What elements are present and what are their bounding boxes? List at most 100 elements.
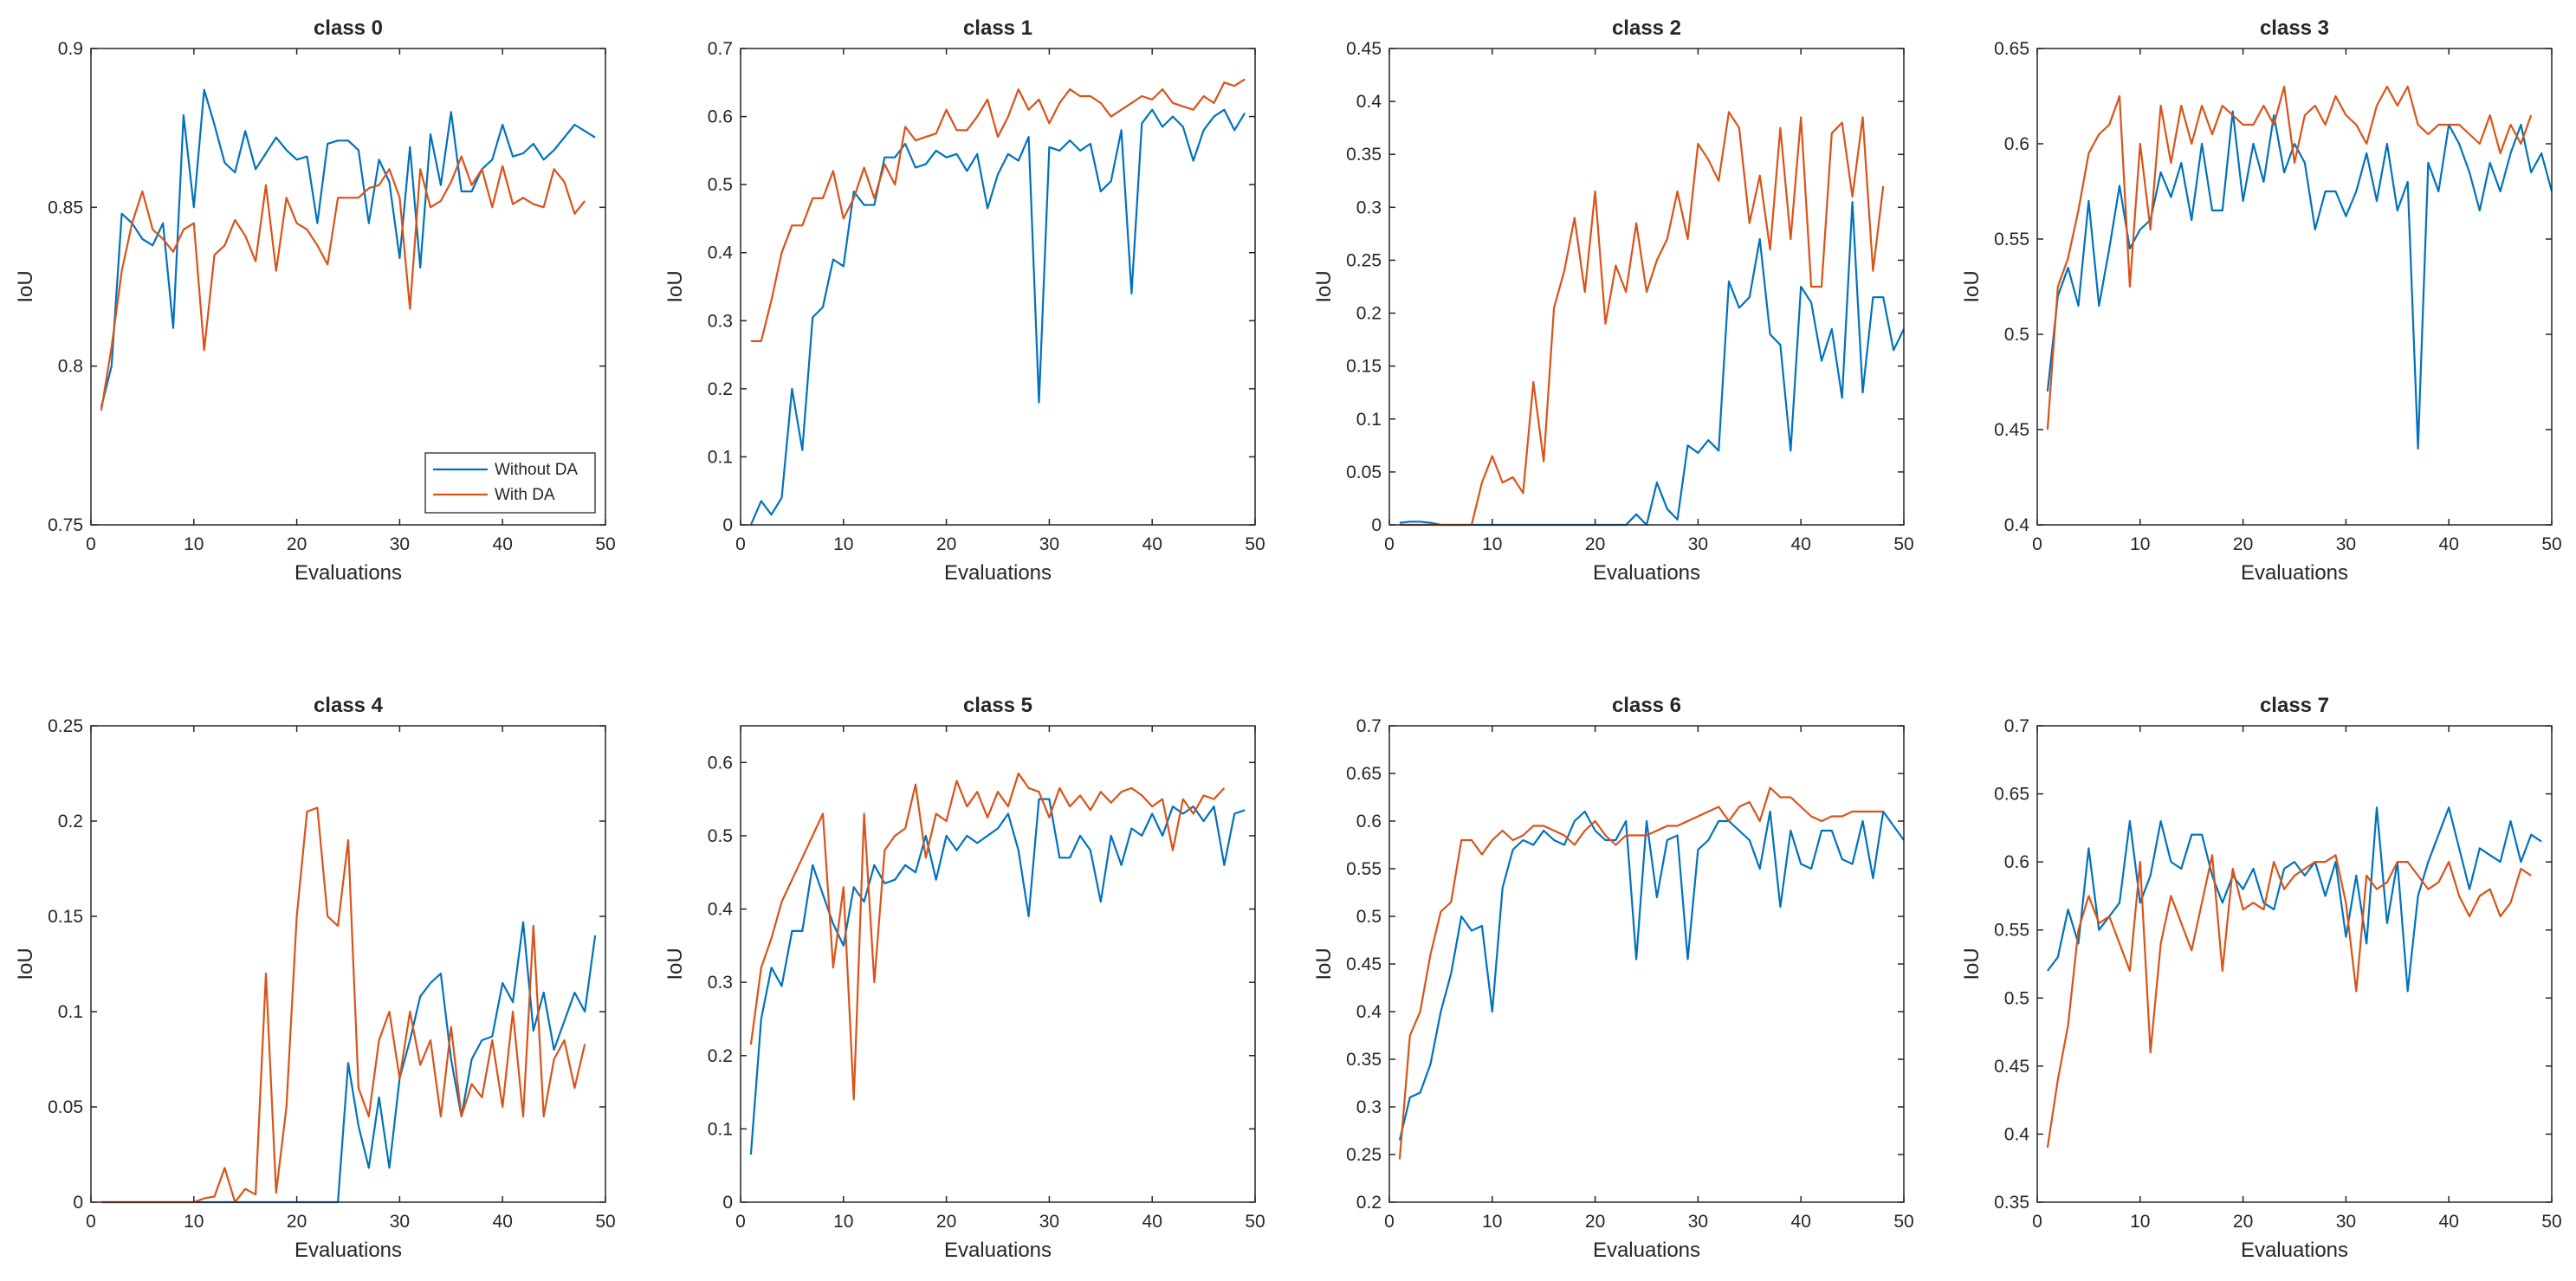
x-axis-label: Evaluations (2241, 1239, 2348, 1262)
series-line-with-da (2046, 854, 2532, 1148)
x-tick-label: 40 (1791, 534, 1811, 554)
y-tick-label: 0.25 (1346, 1145, 1382, 1165)
y-axis-label: IoU (14, 270, 37, 302)
y-axis-label: IoU (1312, 270, 1336, 302)
plot-area (741, 49, 1255, 525)
legend-entry: Without DA (495, 461, 578, 479)
x-tick-label: 50 (1893, 1212, 1913, 1232)
series-line-without-da (2047, 806, 2542, 993)
x-tick-label: 20 (936, 534, 956, 554)
y-tick-label: 0.3 (708, 973, 733, 993)
y-tick-label: 0 (722, 515, 733, 535)
chart-panel-class-4: 0 10 20 30 40 50 0 0.05 0.1 0.15 0.2 0.25 class 4 Eva… (14, 694, 616, 1262)
y-tick-label: 0.15 (1346, 357, 1382, 377)
x-tick-label: 0 (2032, 1212, 2042, 1232)
y-tick-label: 0.1 (58, 1002, 83, 1022)
y-tick-label: 0.4 (2004, 515, 2030, 535)
y-tick-label: 0.1 (708, 447, 733, 467)
legend-box (424, 452, 596, 514)
x-tick-label: 50 (1245, 1212, 1265, 1232)
x-axis-label: Evaluations (294, 1239, 402, 1262)
y-tick-label: 0.05 (48, 1097, 83, 1117)
plot-area (91, 49, 605, 525)
chart-title: class 7 (2260, 694, 2329, 717)
y-tick-label: 0.2 (58, 812, 83, 831)
series-line-with-da (1399, 111, 1885, 527)
series-line-without-da (2046, 110, 2553, 450)
plot-area (91, 726, 605, 1202)
chart-title: class 4 (314, 694, 384, 717)
y-tick-label: 0.6 (2004, 852, 2029, 872)
y-tick-label: 0.25 (1346, 250, 1382, 270)
axes-box (740, 725, 1256, 1203)
y-tick-label: 0.2 (1356, 304, 1382, 324)
x-tick-label: 30 (2336, 1212, 2356, 1232)
legend: Without DA With DA (424, 452, 596, 514)
x-tick-label: 40 (493, 534, 513, 554)
x-axis-label: Evaluations (1593, 561, 1700, 585)
series-line-with-da (750, 78, 1246, 342)
plot-area (2037, 726, 2552, 1202)
axes-box (2036, 48, 2553, 526)
chart-panel-class-3: 0 10 20 30 40 50 0.4 0.45 0.5 0.55 0.6 0.65 class 3 E… (1960, 16, 2562, 585)
x-tick-label: 10 (2130, 534, 2150, 554)
y-tick-label: 0.65 (1346, 764, 1382, 784)
x-tick-label: 10 (833, 1212, 853, 1232)
x-tick-label: 0 (735, 534, 746, 554)
y-tick-label: 0.45 (1994, 420, 2029, 440)
y-tick-label: 0.25 (48, 716, 83, 736)
y-tick-label: 0.35 (1994, 1193, 2029, 1213)
y-tick-label: 0.4 (2004, 1124, 2030, 1144)
x-axis-label: Evaluations (1593, 1239, 1700, 1262)
axes-box (90, 725, 606, 1203)
x-axis-label: Evaluations (2241, 561, 2348, 585)
plot-area (2037, 49, 2552, 525)
series-line-with-da (749, 772, 1226, 1101)
x-tick-label: 20 (1585, 534, 1605, 554)
x-tick-label: 40 (1142, 1212, 1162, 1232)
x-tick-label: 40 (1142, 534, 1162, 554)
y-tick-label: 0.35 (1346, 1050, 1382, 1070)
y-tick-label: 0.4 (708, 243, 734, 263)
x-tick-label: 50 (2541, 534, 2561, 554)
y-tick-label: 0.2 (708, 379, 733, 399)
series-line-without-da (749, 798, 1246, 1155)
y-tick-label: 0.5 (1356, 907, 1382, 927)
y-tick-label: 0.1 (1356, 410, 1382, 430)
x-tick-label: 0 (1384, 534, 1395, 554)
x-tick-label: 40 (2439, 1212, 2459, 1232)
x-tick-label: 10 (184, 534, 204, 554)
legend-entry: With DA (495, 486, 555, 504)
x-tick-label: 30 (1688, 534, 1708, 554)
y-tick-label: 0.55 (1994, 921, 2029, 941)
x-tick-label: 10 (833, 534, 853, 554)
chart-panel-class-5: 0 10 20 30 40 50 0 0.1 0.2 0.3 0.4 0.5 0.6 class 5 Eva… (663, 694, 1265, 1262)
chart-title: class 1 (963, 16, 1032, 40)
x-tick-label: 30 (390, 1212, 410, 1232)
x-axis-label: Evaluations (944, 561, 1052, 585)
series-line-with-da (100, 155, 586, 411)
y-tick-label: 0.6 (2004, 134, 2029, 154)
x-axis-label: Evaluations (944, 1239, 1052, 1262)
y-tick-label: 0.85 (48, 197, 83, 217)
x-tick-label: 30 (1039, 1212, 1059, 1232)
y-tick-label: 0.5 (708, 826, 733, 846)
y-tick-label: 0.6 (1356, 812, 1382, 831)
chart-title: class 2 (1612, 16, 1681, 40)
y-tick-label: 0 (722, 1193, 733, 1213)
y-tick-label: 0.05 (1346, 463, 1382, 482)
x-tick-label: 40 (2439, 534, 2459, 554)
series-line-with-da (1398, 786, 1884, 1160)
x-tick-label: 50 (595, 534, 615, 554)
chart-title: class 5 (963, 694, 1032, 717)
y-tick-label: 0.8 (58, 357, 83, 377)
y-tick-label: 0.3 (1356, 1097, 1382, 1117)
x-tick-label: 20 (2233, 534, 2253, 554)
y-axis-label: IoU (1312, 948, 1336, 980)
x-tick-label: 10 (1482, 534, 1502, 554)
x-tick-label: 0 (1384, 1212, 1395, 1232)
y-tick-label: 0.7 (1356, 716, 1382, 736)
chart-title: class 6 (1612, 694, 1681, 717)
axes-box (740, 48, 1256, 526)
x-tick-label: 20 (1585, 1212, 1605, 1232)
